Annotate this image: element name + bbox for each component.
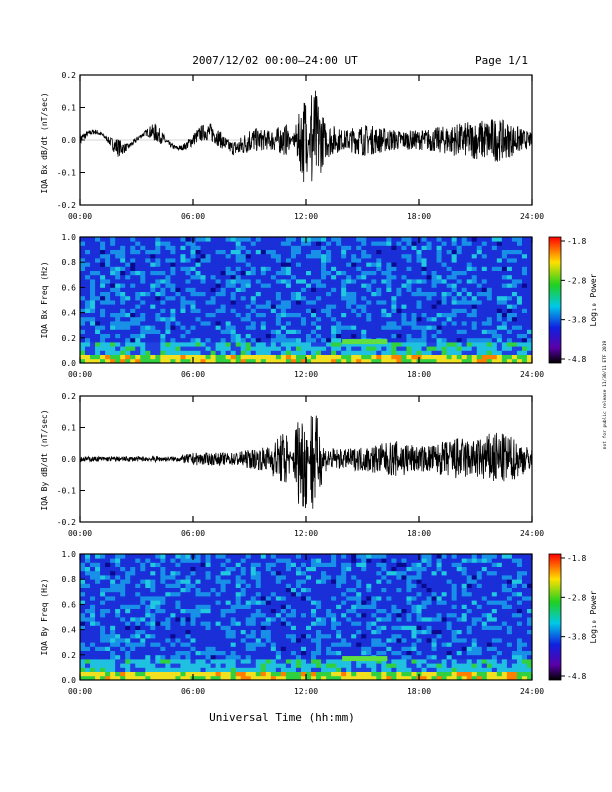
colorbar-2 — [548, 553, 562, 681]
colorbar-tick-label: -1.8 — [567, 237, 586, 246]
y-tick-label: -0.1 — [57, 487, 76, 496]
x-tick-label: 18:00 — [407, 370, 431, 379]
x-tick-label: 24:00 — [520, 529, 544, 538]
colorbar-tick-label: -2.8 — [567, 593, 586, 602]
signal-trace — [79, 415, 533, 509]
y-tick-label: 0.2 — [62, 392, 77, 401]
x-tick-label: 18:00 — [407, 687, 431, 696]
x-tick-label: 00:00 — [68, 529, 92, 538]
colorbar-tick-label: -2.8 — [567, 276, 586, 285]
signal-trace — [79, 90, 533, 183]
x-tick-label: 00:00 — [68, 370, 92, 379]
y-tick-label: 0.4 — [62, 309, 77, 318]
y-tick-label: 1.0 — [62, 233, 77, 242]
y-tick-label: 0.0 — [62, 676, 77, 685]
panel-bx-spec-ylabel: IQA Bx Freq (Hz) — [40, 261, 49, 338]
x-tick-label: 06:00 — [181, 529, 205, 538]
x-tick-label: 12:00 — [294, 212, 318, 221]
x-tick-label: 00:00 — [68, 212, 92, 221]
colorbar-1 — [548, 236, 562, 364]
y-tick-label: -0.2 — [57, 518, 76, 527]
x-tick-label: 06:00 — [181, 212, 205, 221]
spectral-feature — [342, 656, 388, 662]
side-stamp: not for public release 11/30/11 ETF 2019 — [602, 341, 608, 450]
y-tick-label: 0.2 — [62, 71, 77, 80]
x-tick-label: 00:00 — [68, 687, 92, 696]
colorbar-2-label: Log₁₀ Power — [589, 590, 598, 643]
y-tick-label: 0.1 — [62, 424, 77, 433]
y-tick-label: 0.8 — [62, 258, 77, 267]
panel-by-dbdt-ylabel: IQA By dB/dt (nT/sec) — [40, 409, 49, 510]
colorbar-tick-label: -4.8 — [567, 672, 586, 681]
page-title: 2007/12/02 00:00–24:00 UT — [192, 54, 358, 67]
panel-by-dbdt: IQA By dB/dt (nT/sec) 0.2 0.1 0.0 -0.1 -0.2 0… — [40, 392, 544, 538]
x-axis-title: Universal Time (hh:mm) — [209, 711, 355, 724]
y-tick-label: 0.8 — [62, 575, 77, 584]
x-tick-label: 12:00 — [294, 529, 318, 538]
x-tick-label: 12:00 — [294, 687, 318, 696]
panel-by-spec-ylabel: IQA By Freq (Hz) — [40, 578, 49, 655]
colorbar-tick-label: -4.8 — [567, 355, 586, 364]
panel-bx-dbdt-frame — [79, 74, 533, 206]
x-tick-label: 12:00 — [294, 370, 318, 379]
x-tick-label: 24:00 — [520, 212, 544, 221]
y-tick-label: 0.2 — [62, 334, 77, 343]
panel-bx-spec-frame — [79, 236, 533, 364]
colorbar-1-label: Log₁₀ Power — [589, 273, 598, 326]
x-tick-label: 06:00 — [181, 370, 205, 379]
page-number: Page 1/1 — [475, 54, 528, 67]
y-tick-label: 0.1 — [62, 104, 77, 113]
spectrogram-cells — [80, 554, 533, 681]
y-tick-label: 0.4 — [62, 626, 77, 635]
x-tick-label: 18:00 — [407, 212, 431, 221]
y-tick-label: -0.2 — [57, 201, 76, 210]
x-tick-label: 24:00 — [520, 370, 544, 379]
x-tick-label: 18:00 — [407, 529, 431, 538]
colorbar-tick-label: -3.8 — [567, 633, 586, 642]
x-tick-label: 24:00 — [520, 687, 544, 696]
panel-bx-dbdt-ylabel: IQA Bx dB/dt (nT/sec) — [40, 92, 49, 193]
x-tick-label: 06:00 — [181, 687, 205, 696]
panel-by-spec-frame — [79, 553, 533, 681]
y-tick-label: 1.0 — [62, 550, 77, 559]
y-tick-label: 0.0 — [62, 136, 77, 145]
panel-bx-spectrogram: IQA Bx Freq (Hz) 1.0 0.8 0.6 0.4 0.2 0.0 00:00… — [40, 233, 598, 379]
colorbar-tick-label: -3.8 — [567, 316, 586, 325]
y-tick-label: 0.0 — [62, 455, 77, 464]
panel-bx-dbdt: IQA Bx dB/dt (nT/sec) 0.2 0.1 0.0 -0.1 -0.2 0… — [40, 71, 544, 221]
spectral-feature — [342, 339, 388, 345]
y-tick-label: 0.0 — [62, 359, 77, 368]
y-tick-label: 0.6 — [62, 600, 77, 609]
y-tick-label: 0.6 — [62, 283, 77, 292]
panel-by-dbdt-frame — [79, 395, 533, 523]
spectrogram-cells — [80, 237, 533, 364]
panel-by-spectrogram: IQA By Freq (Hz) 1.0 0.8 0.6 0.4 0.2 0.0 00:00… — [40, 550, 598, 696]
y-tick-label: 0.2 — [62, 651, 77, 660]
colorbar-tick-label: -1.8 — [567, 554, 586, 563]
y-tick-label: -0.1 — [57, 169, 76, 178]
